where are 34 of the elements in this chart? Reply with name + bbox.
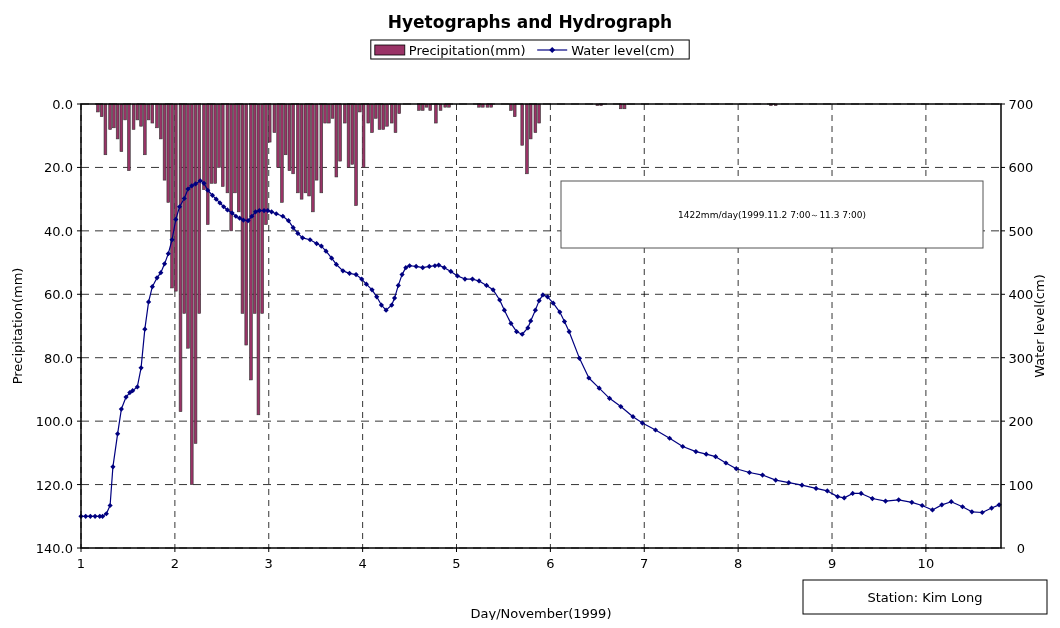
x-tick-label: 5 xyxy=(452,556,461,571)
y2-tick-label: 100 xyxy=(1008,477,1034,493)
x-tick-label: 6 xyxy=(546,556,555,571)
y2-tick-label: 500 xyxy=(1008,223,1034,239)
y-tick-label: 40.0 xyxy=(44,223,73,239)
x-tick-label: 9 xyxy=(827,556,837,571)
y-tick-label: 120.0 xyxy=(35,477,73,493)
x-tick-label: 8 xyxy=(734,556,743,571)
y-tick-label: 20.0 xyxy=(44,160,73,176)
y-tick-label: 100.0 xyxy=(35,414,73,430)
y2-tick-label: 0 xyxy=(1016,541,1026,556)
y-tick-label: 60.0 xyxy=(44,287,73,303)
y2-tick-label: 200 xyxy=(1008,414,1034,430)
y2-tick-label: 700 xyxy=(1008,97,1034,112)
y-tick-label: 80.0 xyxy=(44,350,73,366)
x-tick-label: 4 xyxy=(358,556,367,571)
y-tick-label: 140.0 xyxy=(35,541,73,556)
y-tick-label: 0.0 xyxy=(52,97,73,112)
legend-label: Precipitation(mm) xyxy=(408,43,526,58)
legend-label: Water level(cm) xyxy=(571,43,675,58)
annotation: 1422mm/day(1999.11.2 7:00～11.3 7:00) xyxy=(677,210,867,220)
x-tick-label: 1 xyxy=(76,556,86,571)
x-tick-label: 10 xyxy=(917,556,935,571)
x-tick-label: 2 xyxy=(170,556,180,571)
text: Station: Kim Long xyxy=(867,590,983,605)
x-tick-label: 7 xyxy=(640,556,649,571)
x-axis-title: Day/November(1999) xyxy=(470,606,612,621)
y2-tick-label: 600 xyxy=(1008,160,1034,176)
x-tick-label: 3 xyxy=(264,556,273,571)
y2-tick-label: 300 xyxy=(1008,350,1034,366)
y2-tick-label: 400 xyxy=(1008,287,1034,303)
y-axis-title: Precipitation(mm) xyxy=(10,267,25,385)
chart-title: Hyetographs and Hydrograph xyxy=(387,12,673,32)
y2-axis-title: Water level(cm) xyxy=(1032,274,1047,378)
